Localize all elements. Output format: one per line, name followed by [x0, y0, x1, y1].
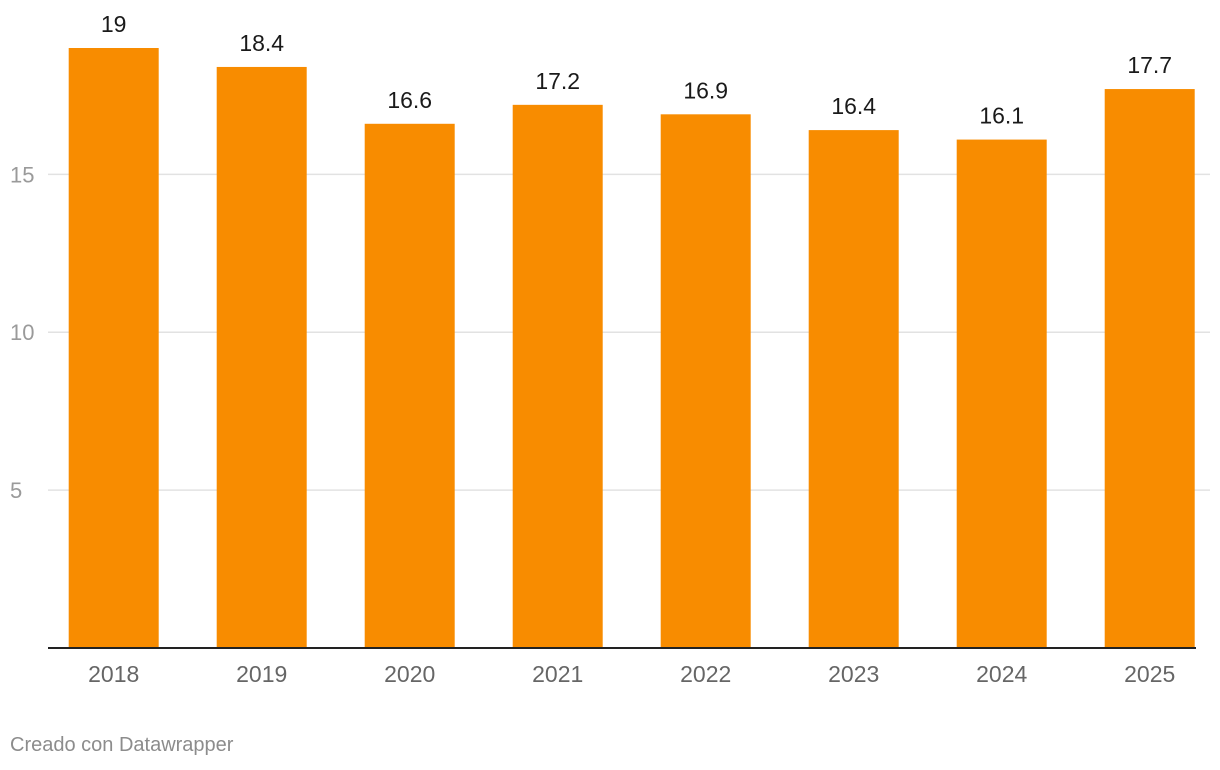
- bars: [68, 48, 1195, 649]
- bar-2019: [216, 66, 307, 648]
- value-label-2021: 17.2: [535, 68, 580, 94]
- bar-2024: [956, 139, 1047, 648]
- value-label-2018: 19: [101, 11, 127, 37]
- x-tick-label-2018: 2018: [88, 661, 139, 687]
- value-labels: 19 18.4 16.6 17.2 16.9 16.4 16.1 17.7: [101, 11, 1172, 129]
- bar-2022: [660, 114, 751, 648]
- x-tick-label-2019: 2019: [236, 661, 287, 687]
- y-tick-label-10: 10: [10, 320, 34, 345]
- value-label-2023: 16.4: [831, 93, 876, 119]
- y-tick-label-15: 15: [10, 162, 34, 187]
- bar-2020: [364, 123, 455, 648]
- x-tick-label-2022: 2022: [680, 661, 731, 687]
- bar-2018: [68, 48, 159, 648]
- x-tick-label-2020: 2020: [384, 661, 435, 687]
- bar-2023: [808, 130, 899, 648]
- y-axis-tick-labels: 5 10 15: [10, 162, 34, 503]
- y-tick-label-5: 5: [10, 478, 22, 503]
- value-label-2019: 18.4: [239, 30, 284, 56]
- bar-2025: [1104, 89, 1195, 649]
- x-axis-tick-labels: 2018 2019 2020 2021 2022 2023 2024 2025: [88, 661, 1175, 687]
- value-label-2022: 16.9: [683, 77, 728, 103]
- x-tick-label-2021: 2021: [532, 661, 583, 687]
- value-label-2025: 17.7: [1127, 52, 1172, 78]
- x-tick-label-2023: 2023: [828, 661, 879, 687]
- x-tick-label-2025: 2025: [1124, 661, 1175, 687]
- value-label-2020: 16.6: [387, 87, 432, 113]
- value-label-2024: 16.1: [979, 103, 1024, 129]
- footer-credit: Creado con Datawrapper: [10, 734, 234, 756]
- bar-2021: [512, 104, 603, 648]
- x-tick-label-2024: 2024: [976, 661, 1027, 687]
